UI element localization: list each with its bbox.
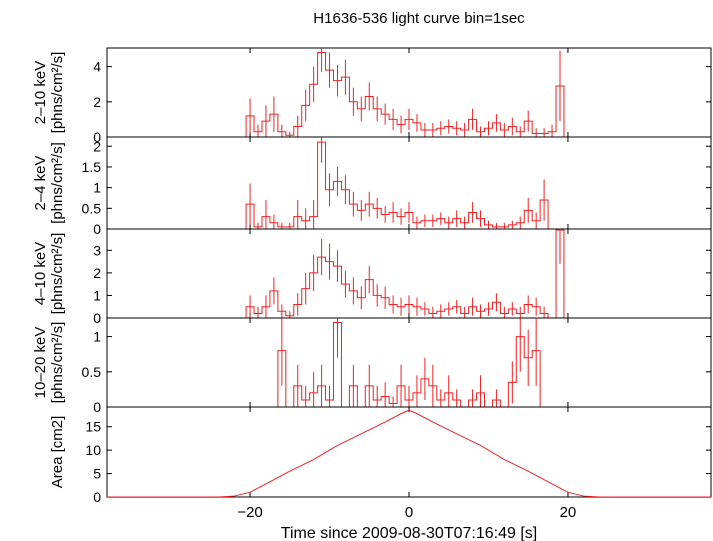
y-axis-label-line: 2–4 keV	[32, 155, 49, 210]
panel-2: 0 0.5 1 1.5 2 2–4 keV[phns/cm²/s]	[32, 136, 712, 237]
y-tick-label: 4	[93, 59, 101, 75]
y-tick-label: 0	[93, 129, 101, 145]
y-axis-label-line: Area [cm2]	[49, 416, 66, 489]
y-tick-label: 15	[85, 419, 101, 435]
x-tick-label: 0	[405, 504, 413, 521]
panel-1: 0 2 4 2–10 keV[phns/cm²/s]	[32, 47, 712, 145]
y-axis-label: 2–10 keV[phns/cm²/s]	[32, 52, 66, 134]
step-line	[238, 229, 565, 318]
y-axis-label-line: [phns/cm²/s]	[49, 142, 66, 224]
y-axis-label-line: 4–10 keV	[32, 242, 49, 305]
y-tick-label: 0	[93, 310, 101, 326]
panel-3: 0 1 2 3 4–10 keV[phns/cm²/s]	[32, 228, 712, 326]
panel-4: 0 0.5 1 10–20 keV[phns/cm²/s]	[32, 317, 712, 415]
y-axis-label: Area [cm2]	[49, 416, 66, 489]
x-axis-label: Time since 2009-08-30T07:16:49 [s]	[281, 525, 537, 541]
panel-data	[107, 48, 711, 137]
x-tick-label: −20	[237, 504, 262, 521]
y-tick-label: 1	[93, 329, 101, 345]
y-axis-label-line: [phns/cm²/s]	[49, 322, 66, 404]
y-tick-label: 2	[93, 138, 101, 154]
x-tick-label: 20	[560, 504, 577, 521]
panel-frame	[106, 406, 712, 498]
y-tick-label: 2	[93, 94, 101, 110]
panel-data	[107, 137, 711, 229]
y-axis-label: 4–10 keV[phns/cm²/s]	[32, 233, 66, 315]
y-tick-label: 1.5	[82, 159, 102, 175]
y-tick-label: 1	[93, 287, 101, 303]
y-axis-label-line: 2–10 keV	[32, 61, 49, 124]
y-tick-label: 0	[93, 221, 101, 237]
y-axis-label-line: [phns/cm²/s]	[49, 233, 66, 315]
chart-title: H1636-536 light curve bin=1sec	[313, 10, 525, 27]
step-line	[238, 141, 564, 229]
y-tick-label: 5	[93, 466, 101, 482]
y-tick-label: 0	[93, 489, 101, 505]
panel-5: 0 5 10 15 Area [cm2] −20 0 20	[49, 406, 712, 521]
y-axis-label: 2–4 keV[phns/cm²/s]	[32, 142, 66, 224]
y-tick-label: 2	[93, 265, 101, 281]
panel-data	[107, 318, 711, 407]
y-tick-label: 0.5	[82, 364, 102, 380]
step-line	[238, 52, 565, 137]
y-tick-label: 3	[93, 242, 101, 258]
y-axis-label: 10–20 keV[phns/cm²/s]	[32, 322, 66, 404]
panel-data	[107, 229, 711, 318]
y-axis-label-line: [phns/cm²/s]	[49, 52, 66, 134]
y-tick-label: 0	[93, 399, 101, 415]
y-tick-label: 1	[93, 180, 101, 196]
y-tick-label: 0.5	[82, 200, 102, 216]
y-axis-label-line: 10–20 keV	[32, 327, 49, 399]
panel-data	[107, 409, 711, 497]
y-tick-label: 10	[85, 442, 101, 458]
curve-line	[107, 409, 711, 497]
